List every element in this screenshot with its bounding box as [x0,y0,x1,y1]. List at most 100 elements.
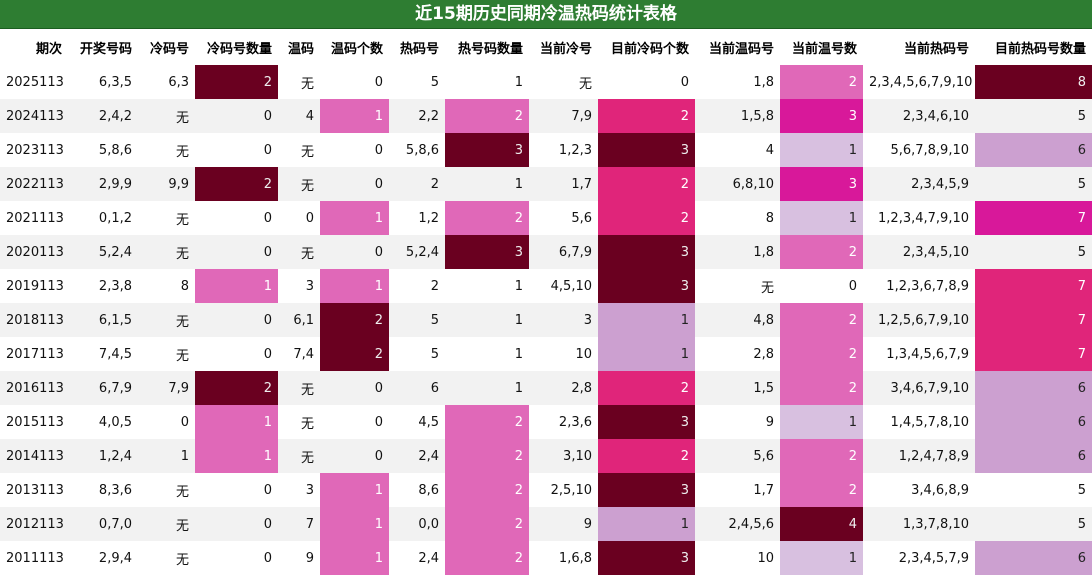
table-cell: 2,2 [389,99,445,133]
table-cell: 7,4,5 [68,337,138,371]
table-cell: 2 [780,371,863,405]
table-cell: 无 [138,337,195,371]
column-header[interactable]: 开奖号码 [68,29,138,65]
table-cell: 4 [695,133,780,167]
table-cell: 0 [278,201,320,235]
table-cell: 无 [278,167,320,201]
table-cell: 1,2,5,6,7,9,10 [863,303,975,337]
column-header[interactable]: 冷码号数量 [195,29,278,65]
table-cell: 2015113 [0,405,68,439]
table-cell: 2 [445,201,529,235]
column-header[interactable]: 目前冷码个数 [598,29,695,65]
table-cell: 2 [445,439,529,473]
table-row: 2016113 6,7,9 7,9 2 无 0 6 1 2,8 2 1,5 2 3,4,6,7,9,10… [0,371,1092,405]
column-header[interactable]: 热号码数量 [445,29,529,65]
table-cell: 无 [138,507,195,541]
table-cell: 1,8 [695,65,780,99]
column-header[interactable]: 目前热码号数量 [975,29,1092,65]
column-header[interactable]: 热码号 [389,29,445,65]
table-cell: 3,4,6,8,9 [863,473,975,507]
table-row: 2011113 2,9,4 无 0 9 1 2,4 2 1,6,8 3 10 1 2,3,4,5,7,9… [0,541,1092,575]
table-cell: 3 [445,235,529,269]
table-cell: 2 [598,99,695,133]
table-cell: 3 [278,473,320,507]
header-row: 期次 开奖号码 冷码号 冷码号数量 温码 温码个数 热码号 热号码数量 当前冷号 目前冷码个数 当前… [0,29,1092,65]
table-cell: 0 [195,473,278,507]
column-header[interactable]: 当前热码号 [863,29,975,65]
table-cell: 8 [695,201,780,235]
column-header[interactable]: 当前温号数 [780,29,863,65]
table-cell: 无 [695,269,780,303]
table-cell: 5 [975,99,1092,133]
table-cell: 2022113 [0,167,68,201]
table-row: 2023113 5,8,6 无 0 无 0 5,8,6 3 1,2,3 3 4 1 5,6,7,8,9,… [0,133,1092,167]
column-header[interactable]: 温码 [278,29,320,65]
table-cell: 2,3,4,5,10 [863,235,975,269]
column-header[interactable]: 温码个数 [320,29,389,65]
table-cell: 8,6 [389,473,445,507]
table-cell: 0 [780,269,863,303]
table-cell: 1,7 [695,473,780,507]
table-cell: 2 [445,405,529,439]
table-cell: 3 [598,541,695,575]
table-cell: 2 [780,303,863,337]
table-cell: 无 [278,439,320,473]
table-row: 2013113 8,3,6 无 0 3 1 8,6 2 2,5,10 3 1,7 2 3,4,6,8,9… [0,473,1092,507]
table-cell: 1 [320,99,389,133]
table-cell: 4,0,5 [68,405,138,439]
table-cell: 10 [529,337,598,371]
table-cell: 2 [780,337,863,371]
table-row: 2025113 6,3,5 6,3 2 无 0 5 1 无 0 1,8 2 2,3,4,5,6,7,9,… [0,65,1092,99]
table-cell: 2,4 [389,439,445,473]
column-header[interactable]: 冷码号 [138,29,195,65]
table-cell: 1 [445,303,529,337]
table-cell: 3 [780,99,863,133]
table-cell: 无 [278,371,320,405]
column-header[interactable]: 当前温码号 [695,29,780,65]
table-row: 2018113 6,1,5 无 0 6,1 2 5 1 3 1 4,8 2 1,2,5,6,7,9,10… [0,303,1092,337]
table-cell: 无 [278,235,320,269]
table-cell: 无 [138,99,195,133]
table-cell: 无 [529,65,598,99]
table-cell: 1,5 [695,371,780,405]
table-cell: 7,4 [278,337,320,371]
table-cell: 0 [320,133,389,167]
table-cell: 2,3,4,5,7,9 [863,541,975,575]
table-cell: 0,0 [389,507,445,541]
table-cell: 2018113 [0,303,68,337]
table-cell: 无 [278,405,320,439]
table-cell: 5,6,7,8,9,10 [863,133,975,167]
table-cell: 5 [975,507,1092,541]
table-cell: 1,2,4 [68,439,138,473]
table-cell: 7 [975,337,1092,371]
table-cell: 3 [598,133,695,167]
table-cell: 1 [445,371,529,405]
table-row: 2015113 4,0,5 0 1 无 0 4,5 2 2,3,6 3 9 1 1,4,5,7,8,10… [0,405,1092,439]
table-cell: 1 [445,167,529,201]
table-cell: 1 [195,269,278,303]
table-cell: 2014113 [0,439,68,473]
table-cell: 2023113 [0,133,68,167]
table-cell: 0 [195,201,278,235]
table-cell: 0 [195,99,278,133]
table-cell: 无 [138,235,195,269]
column-header[interactable]: 当前冷号 [529,29,598,65]
table-cell: 2,3,4,5,9 [863,167,975,201]
table-cell: 2020113 [0,235,68,269]
table-cell: 0 [195,337,278,371]
table-cell: 无 [138,201,195,235]
table-cell: 3 [598,269,695,303]
table-cell: 1 [195,405,278,439]
table-cell: 2 [195,167,278,201]
table-cell: 0 [320,65,389,99]
table-cell: 6,8,10 [695,167,780,201]
table-cell: 3,10 [529,439,598,473]
table-cell: 2 [445,541,529,575]
table-cell: 3 [598,235,695,269]
table-cell: 6,3 [138,65,195,99]
table-cell: 5,8,6 [389,133,445,167]
table-cell: 无 [138,541,195,575]
table-cell: 6 [975,439,1092,473]
column-header[interactable]: 期次 [0,29,68,65]
table-title: 近15期历史同期冷温热码统计表格 [0,0,1092,29]
